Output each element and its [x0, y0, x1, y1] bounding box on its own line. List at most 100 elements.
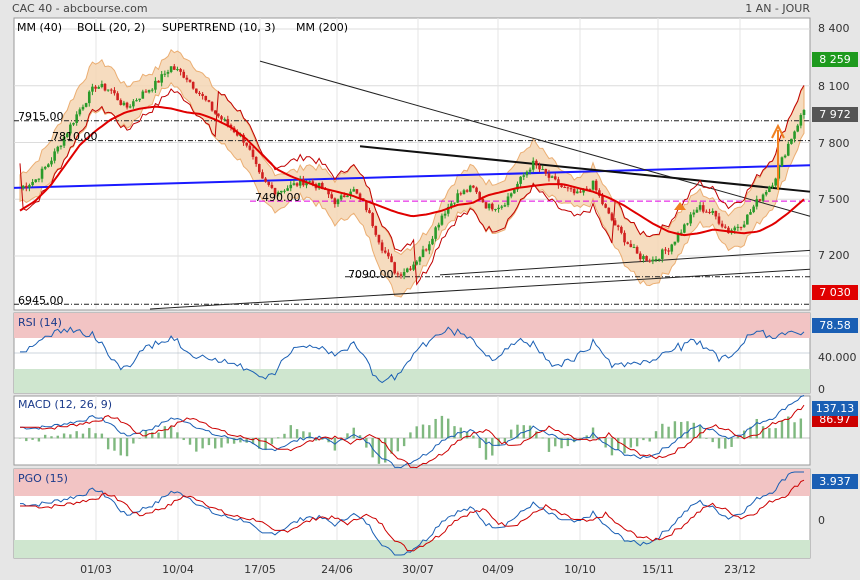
price-tick-7500: 7 500	[818, 193, 850, 206]
macd-histogram-bar	[635, 438, 639, 447]
candle-body	[453, 202, 456, 204]
candle-body	[81, 106, 85, 110]
candle-body	[550, 176, 554, 178]
macd-histogram-bar	[421, 424, 425, 439]
candle-body	[525, 171, 529, 176]
x-tick: 24/06	[321, 563, 353, 576]
candle-body	[280, 190, 283, 193]
macd-histogram-bar	[18, 438, 22, 439]
candle-body	[569, 188, 573, 190]
rsi-tick-40: 40.000	[818, 351, 857, 364]
macd-histogram-bar	[163, 426, 167, 439]
candle-body	[308, 181, 311, 183]
macd-histogram-bar	[447, 418, 450, 439]
pgo-signal-line	[20, 479, 805, 552]
candle-body	[689, 214, 692, 224]
candle-body	[198, 92, 201, 95]
candle-body	[484, 202, 488, 209]
macd-histogram-bar	[106, 438, 110, 450]
candle-body	[626, 242, 629, 244]
candle-body	[141, 91, 145, 99]
macd-histogram-bar	[396, 438, 400, 452]
candle-body	[424, 249, 428, 251]
candle-body	[226, 119, 230, 125]
candle-body	[185, 77, 189, 80]
candle-body	[116, 93, 119, 101]
macd-histogram-bar	[509, 429, 513, 439]
macd-histogram-bar	[62, 433, 66, 439]
candle-body	[160, 74, 163, 83]
candle-body	[166, 71, 170, 74]
candle-body	[613, 220, 617, 226]
macd-histogram-bar	[680, 421, 683, 439]
x-tick: 10/04	[162, 563, 194, 576]
candle-body	[298, 179, 302, 186]
candle-body	[657, 258, 661, 260]
candle-body	[667, 250, 670, 252]
candle-body	[560, 185, 563, 188]
candle-body	[182, 71, 186, 78]
candle-body	[409, 268, 412, 270]
macd-histogram-bar	[239, 438, 242, 443]
candle-body	[661, 249, 664, 259]
candle-body	[434, 227, 437, 239]
macd-histogram-bar	[478, 438, 481, 449]
candle-body	[531, 160, 535, 170]
macd-histogram-bar	[730, 438, 733, 447]
candle-body	[437, 224, 441, 228]
macd-histogram-bar	[484, 438, 488, 460]
candle-body	[557, 179, 560, 186]
rsi-label: RSI (14)	[18, 316, 62, 329]
macd-histogram-bar	[346, 433, 349, 439]
candle-body	[100, 83, 104, 88]
supertrend-line	[19, 85, 805, 286]
candle-body	[459, 193, 463, 195]
macd-histogram-bar	[547, 438, 551, 452]
macd-histogram-bar	[50, 436, 53, 439]
signal-arrow	[674, 202, 686, 210]
candle-body	[383, 250, 387, 253]
pgo-label: PGO (15)	[18, 472, 68, 485]
candle-body	[65, 133, 69, 137]
candle-body	[128, 106, 132, 108]
macd-histogram-bar	[629, 438, 633, 448]
candle-body	[528, 169, 532, 172]
rsi-badge: 78.58	[812, 318, 858, 333]
macd-histogram-bar	[132, 438, 135, 444]
candle-body	[358, 193, 362, 199]
candle-body	[513, 189, 516, 194]
macd-histogram-bar	[188, 438, 192, 445]
candle-body	[242, 134, 245, 143]
candle-body	[717, 216, 721, 224]
macd-histogram-bar	[711, 438, 714, 443]
candle-body	[311, 181, 315, 184]
candle-body	[761, 194, 765, 201]
macd-histogram-bar	[402, 438, 406, 447]
rsi-tick-0: 0	[818, 383, 825, 396]
candle-body	[428, 244, 431, 251]
macd-histogram-bar	[138, 438, 141, 439]
macd-histogram-bar	[673, 421, 677, 439]
macd-histogram-bar	[742, 430, 746, 439]
candle-body	[283, 190, 286, 192]
candle-body	[87, 91, 91, 104]
candle-body	[113, 90, 116, 94]
chart-period: 1 AN - JOUR	[745, 2, 810, 15]
level-label-7915: 7915.00	[18, 110, 64, 123]
candle-body	[714, 210, 718, 217]
candle-body	[472, 185, 475, 188]
candle-body	[179, 69, 182, 72]
macd-histogram-bar	[472, 435, 475, 439]
macd-histogram-bar	[566, 438, 570, 447]
candle-body	[336, 199, 340, 205]
candle-body	[793, 131, 796, 139]
candle-body	[676, 233, 680, 242]
macd-histogram-bar	[491, 438, 494, 456]
macd-badge: 137.13	[812, 401, 858, 416]
candle-body	[368, 210, 371, 214]
candle-body	[154, 80, 157, 90]
candle-body	[349, 191, 352, 196]
candle-body	[56, 146, 60, 152]
macd-histogram-bar	[302, 431, 305, 439]
candle-body	[110, 89, 113, 91]
